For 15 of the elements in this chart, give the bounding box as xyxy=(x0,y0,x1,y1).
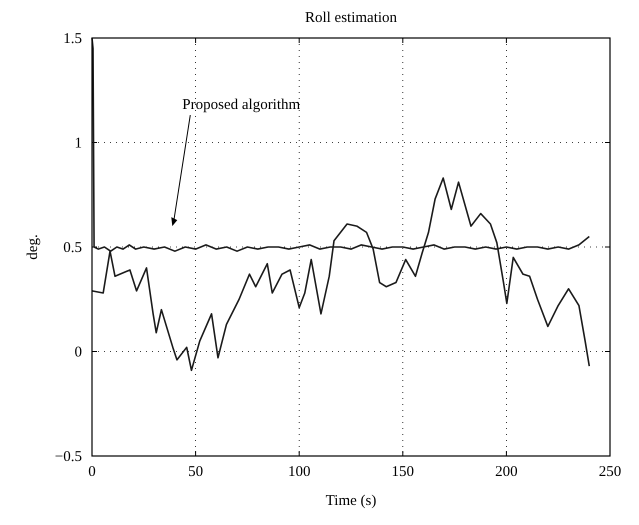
x-tick-label: 0 xyxy=(88,464,96,480)
y-tick-label: 1 xyxy=(74,136,82,152)
x-tick-label: 100 xyxy=(288,464,310,480)
x-tick-label: 200 xyxy=(495,464,518,480)
y-tick-label: 0.5 xyxy=(63,240,82,256)
annotation: Proposed algorithm xyxy=(182,97,301,114)
y-tick-label: 0 xyxy=(74,344,82,360)
y-axis-title: deg. xyxy=(25,234,41,260)
x-tick-label: 250 xyxy=(598,464,622,480)
y-tick-label: 1.5 xyxy=(63,31,82,47)
chart-title: Roll estimation xyxy=(304,10,398,26)
y-tick-label: −0.5 xyxy=(54,449,82,465)
x-tick-label: 150 xyxy=(392,464,414,480)
x-tick-label: 50 xyxy=(188,464,204,480)
x-axis-title: Time (s) xyxy=(326,493,376,509)
